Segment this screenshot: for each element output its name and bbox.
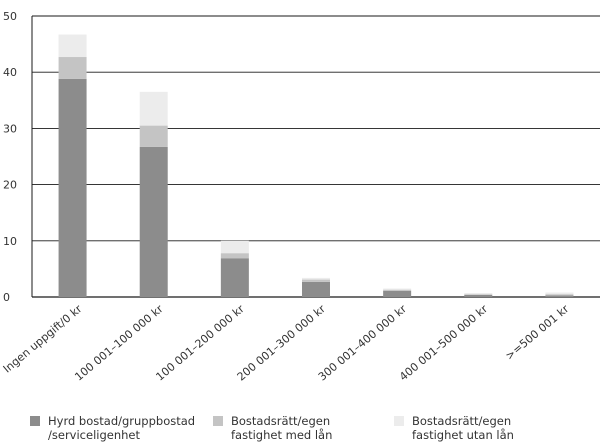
- y-tick-label: 20: [3, 179, 17, 192]
- bar-segment-6-2: [545, 292, 574, 295]
- bar-segment-2-1: [220, 253, 249, 259]
- legend-item-bostadsratt-utan-lan: Bostadsrätt/egen fastighet utan lån: [394, 414, 514, 442]
- x-category-label: 200 001–300 000 kr: [235, 302, 329, 384]
- bar-segment-0-1: [58, 57, 87, 79]
- bar-segment-4-2: [383, 288, 412, 290]
- legend-label-bostadsratt-utan-lan: Bostadsrätt/egen fastighet utan lån: [412, 414, 514, 442]
- bar-segment-5-1: [464, 294, 493, 295]
- legend: Hyrd bostad/gruppbostad /serviceligenhet…: [30, 414, 601, 446]
- bar-segment-2-2: [220, 240, 249, 254]
- y-tick-label: 50: [3, 10, 17, 23]
- bar-segment-1-2: [139, 91, 168, 126]
- bar-segment-4-1: [383, 289, 412, 291]
- bar-segment-1-1: [139, 125, 168, 147]
- bar-segment-4-0: [383, 290, 412, 297]
- bar-segment-5-0: [464, 294, 493, 297]
- bar-segment-6-1: [545, 294, 574, 296]
- x-category-label: Ingen uppgift/0 kr: [1, 302, 85, 376]
- bar-segment-0-2: [58, 34, 87, 58]
- legend-label-bostadsratt-med-lan: Bostadsrätt/egen fastighet med lån: [231, 414, 333, 442]
- bar-segment-1-0: [139, 146, 168, 297]
- bar-segment-3-0: [302, 281, 330, 297]
- x-category-label: 400 001–500 000 kr: [397, 302, 491, 384]
- bar-segment-5-2: [464, 293, 493, 295]
- legend-swatch-bostadsratt-utan-lan: [394, 416, 404, 426]
- legend-item-bostadsratt-med-lan: Bostadsrätt/egen fastighet med lån: [213, 414, 332, 442]
- legend-swatch-bostadsratt-med-lan: [213, 416, 223, 426]
- legend-swatch-hyrd-bostad: [30, 416, 40, 426]
- gridlines: [32, 15, 600, 298]
- x-category-label: 300 001–400 000 kr: [316, 302, 410, 384]
- bar-segment-2-0: [220, 258, 249, 297]
- legend-label-hyrd-bostad: Hyrd bostad/gruppbostad /serviceligenhet: [48, 414, 196, 442]
- y-tick-label: 10: [3, 235, 17, 248]
- y-axis: 0 10 20 30 40 50: [3, 10, 33, 304]
- bar-segment-6-0: [545, 295, 574, 297]
- y-tick-label: 40: [3, 66, 17, 79]
- y-tick-label: 30: [3, 122, 17, 135]
- bar-segment-3-2: [302, 277, 330, 280]
- x-category-label: >=500 001 kr: [503, 302, 572, 363]
- bars: [58, 34, 574, 297]
- x-category-label: 100 001–200 000 kr: [153, 302, 247, 384]
- x-category-label: 100 001–100 000 kr: [72, 302, 166, 384]
- legend-item-hyrd-bostad: Hyrd bostad/gruppbostad /serviceligenhet: [30, 414, 195, 442]
- bar-segment-0-0: [58, 78, 87, 297]
- bar-segment-3-1: [302, 279, 330, 282]
- y-tick-label: 0: [3, 291, 10, 304]
